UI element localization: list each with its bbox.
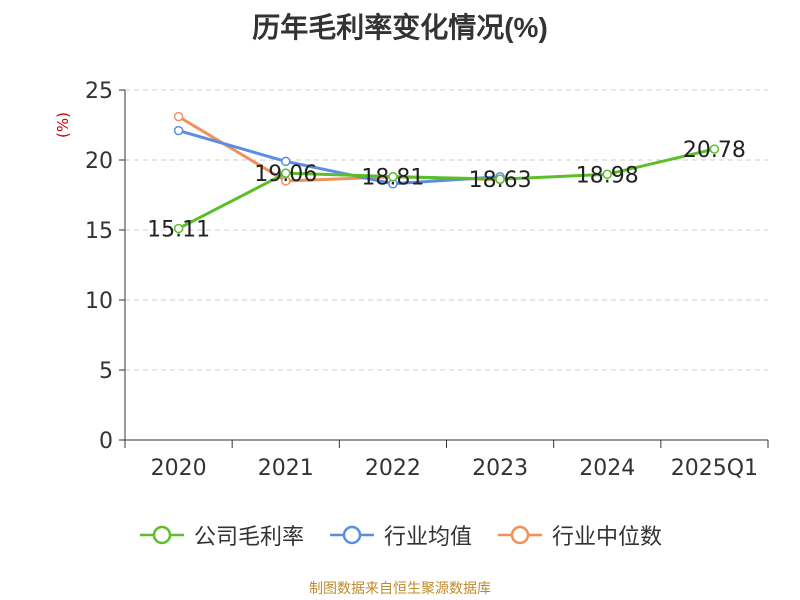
x-tick-label: 2021 [258, 456, 314, 481]
y-tick-label: 20 [85, 149, 113, 174]
data-label: 18.81 [361, 166, 424, 191]
legend-item[interactable]: 公司毛利率 [138, 519, 304, 551]
data-label: 18.98 [576, 163, 639, 188]
legend-label: 行业中位数 [552, 525, 663, 550]
y-tick-label: 5 [99, 359, 113, 384]
data-point [173, 111, 184, 122]
data-point [281, 156, 291, 167]
source-note: 制图数据来自恒生聚源数据库 [309, 581, 491, 597]
legend-label: 行业均值 [383, 525, 472, 550]
series-line [178, 129, 501, 186]
series-line [177, 147, 715, 230]
data-point [281, 168, 291, 178]
data-label: 19.06 [254, 162, 317, 187]
x-tick-label: 2024 [579, 456, 635, 481]
data-point [709, 144, 720, 154]
x-tick-label: 2022 [365, 456, 421, 481]
y-axis-label: (%) [54, 112, 72, 138]
y-tick-label: 15 [85, 219, 113, 244]
legend-marker-icon [498, 525, 542, 545]
legend-item[interactable]: 行业均值 [328, 519, 472, 551]
data-point [173, 223, 184, 234]
chart-title: 历年毛利率变化情况(%) [252, 12, 548, 43]
data-label: 18.63 [469, 168, 532, 193]
x-tick-label: 2020 [151, 456, 207, 481]
legend-marker-icon [139, 525, 184, 545]
legend-item[interactable]: 行业中位数 [496, 519, 662, 551]
data-point [602, 169, 612, 180]
y-tick-label: 25 [85, 79, 113, 104]
y-tick-label: 10 [85, 289, 113, 314]
legend: 公司毛利率 行业均值 行业中位数 [0, 519, 800, 551]
legend-marker-icon [329, 525, 374, 545]
data-point [173, 125, 184, 136]
data-point [495, 174, 505, 184]
x-tick-label: 2023 [472, 456, 528, 481]
data-label: 20.78 [683, 138, 746, 163]
data-point [388, 171, 398, 182]
y-tick-label: 0 [99, 429, 113, 454]
x-tick-label: 2025Q1 [671, 456, 758, 481]
legend-label: 公司毛利率 [193, 525, 304, 550]
data-label: 15.11 [147, 217, 210, 242]
